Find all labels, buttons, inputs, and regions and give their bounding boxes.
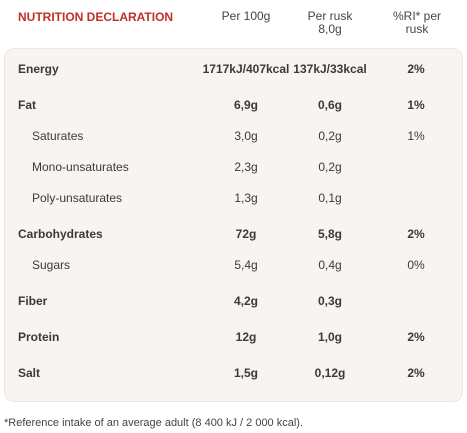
row-label: Poly-unsaturates <box>32 191 123 205</box>
per-100g: 1,5g <box>233 366 258 380</box>
per-100g: 12g <box>235 330 257 344</box>
ri-percent: 0% <box>407 258 425 272</box>
row-label: Salt <box>18 366 41 380</box>
ri-percent: 2% <box>407 366 425 380</box>
per-rusk: 0,1g <box>318 191 342 205</box>
per-rusk: 137kJ/33kcal <box>293 62 367 76</box>
row-label: Fiber <box>18 294 48 308</box>
row-label: Sugars <box>32 258 71 272</box>
per-100g: 6,9g <box>233 98 258 112</box>
row-label: Fat <box>18 98 36 112</box>
per-rusk: 0,4g <box>318 258 342 272</box>
row-label: Mono-unsaturates <box>32 160 129 174</box>
per-rusk: 0,6g <box>317 98 342 112</box>
ri-percent: 1% <box>407 129 425 143</box>
per-100g: 5,4g <box>234 258 258 272</box>
per-100g: 1,3g <box>234 191 258 205</box>
row-label: Energy <box>18 62 59 76</box>
per-100g: 4,2g <box>233 294 258 308</box>
table-title: NUTRITION DECLARATION <box>18 10 174 24</box>
ri-percent: 2% <box>407 330 425 344</box>
ri-percent: 2% <box>407 227 425 241</box>
column-header: Per 100g <box>221 9 271 23</box>
table-body <box>4 48 463 402</box>
per-100g: 1717kJ/407kcal <box>202 62 290 76</box>
footnote: *Reference intake of an average adult (8… <box>4 417 304 429</box>
per-rusk: 5,8g <box>317 227 342 241</box>
column-header: %RI* per rusk <box>392 9 442 36</box>
per-rusk: 0,2g <box>318 129 342 143</box>
row-label: Protein <box>18 330 60 344</box>
per-100g: 2,3g <box>234 160 258 174</box>
ri-percent: 2% <box>407 62 425 76</box>
per-100g: 3,0g <box>234 129 258 143</box>
row-label: Carbohydrates <box>18 227 103 241</box>
per-rusk: 1,0g <box>317 330 342 344</box>
per-rusk: 0,2g <box>318 160 342 174</box>
row-label: Saturates <box>32 129 84 143</box>
per-100g: 72g <box>235 227 257 241</box>
column-header: Per rusk 8,0g <box>307 9 353 36</box>
per-rusk: 0,12g <box>314 366 346 380</box>
ri-percent: 1% <box>407 98 425 112</box>
per-rusk: 0,3g <box>317 294 342 308</box>
